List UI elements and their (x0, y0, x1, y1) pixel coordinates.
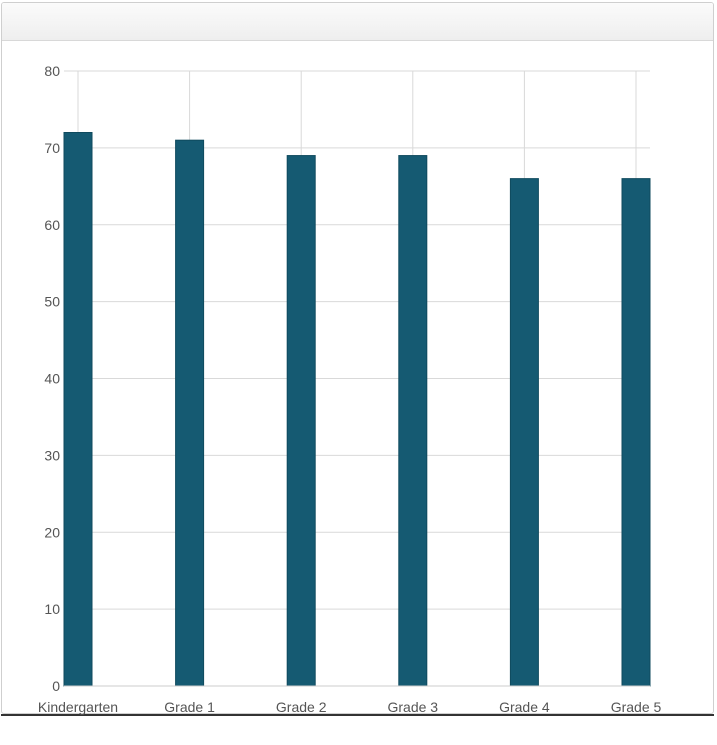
x-tick-label: Grade 4 (499, 699, 550, 715)
y-tick-label: 10 (44, 601, 60, 617)
x-tick-label: Kindergarten (38, 699, 118, 715)
x-tick-label: Grade 3 (388, 699, 439, 715)
y-tick-label: 60 (44, 217, 60, 233)
x-tick-label: Grade 2 (276, 699, 327, 715)
x-tick-label: Grade 1 (164, 699, 215, 715)
y-tick-label: 30 (44, 447, 60, 463)
y-tick-label: 20 (44, 524, 60, 540)
bar[interactable] (398, 155, 428, 687)
y-tick-label: 80 (44, 63, 60, 79)
bar[interactable] (286, 155, 316, 687)
panel-bottom-border (1, 714, 714, 716)
bar[interactable] (175, 139, 205, 687)
y-tick-label: 70 (44, 140, 60, 156)
y-tick-label: 50 (44, 294, 60, 310)
bars (63, 132, 651, 687)
y-axis: 0 10 20 30 40 50 60 70 80 (44, 63, 60, 694)
y-tick-label: 0 (52, 678, 60, 694)
x-axis: Kindergarten Grade 1 Grade 2 Grade 3 Grade 4… (38, 685, 662, 715)
x-tick-label: Grade 5 (611, 699, 662, 715)
bar[interactable] (509, 178, 539, 687)
grid-lines (64, 70, 650, 687)
bar[interactable] (621, 178, 651, 687)
chart-panel (1, 2, 714, 714)
panel-header (2, 3, 713, 41)
bar[interactable] (63, 132, 93, 687)
y-tick-label: 40 (44, 371, 60, 387)
